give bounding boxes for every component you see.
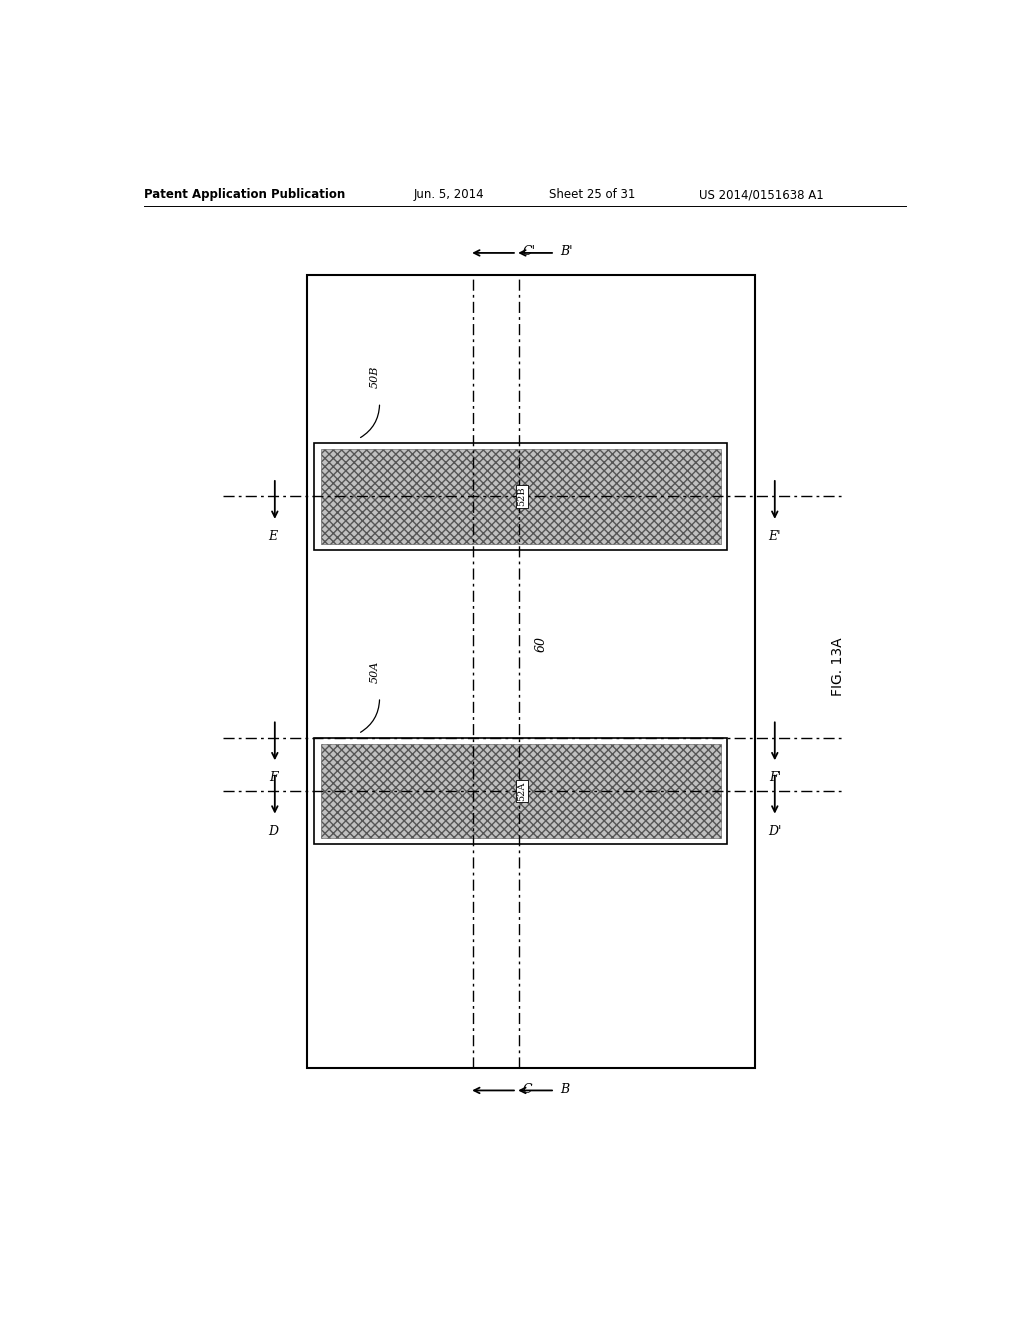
Bar (314, 444, 727, 549)
Text: B': B' (560, 246, 573, 259)
Text: US 2014/0151638 A1: US 2014/0151638 A1 (699, 189, 824, 202)
Text: 50A: 50A (370, 660, 380, 682)
Text: C': C' (522, 246, 536, 259)
Text: Patent Application Publication: Patent Application Publication (143, 189, 345, 202)
Text: C: C (522, 1082, 532, 1096)
Text: D: D (268, 825, 279, 838)
Text: 52A: 52A (517, 781, 526, 801)
Text: F: F (269, 771, 278, 784)
Text: E': E' (769, 529, 781, 543)
Text: 60: 60 (535, 636, 547, 652)
Bar (321, 744, 721, 838)
Text: F': F' (769, 771, 780, 784)
Text: D': D' (768, 825, 781, 838)
Text: Jun. 5, 2014: Jun. 5, 2014 (414, 189, 484, 202)
Text: Sheet 25 of 31: Sheet 25 of 31 (549, 189, 635, 202)
Bar (321, 449, 721, 544)
Text: FIG. 13A: FIG. 13A (831, 638, 845, 696)
Text: 52B: 52B (517, 487, 526, 506)
Bar (314, 738, 727, 845)
Text: 50B: 50B (370, 366, 380, 388)
Text: B: B (560, 1082, 569, 1096)
Bar (306, 276, 755, 1068)
Text: E: E (268, 529, 278, 543)
